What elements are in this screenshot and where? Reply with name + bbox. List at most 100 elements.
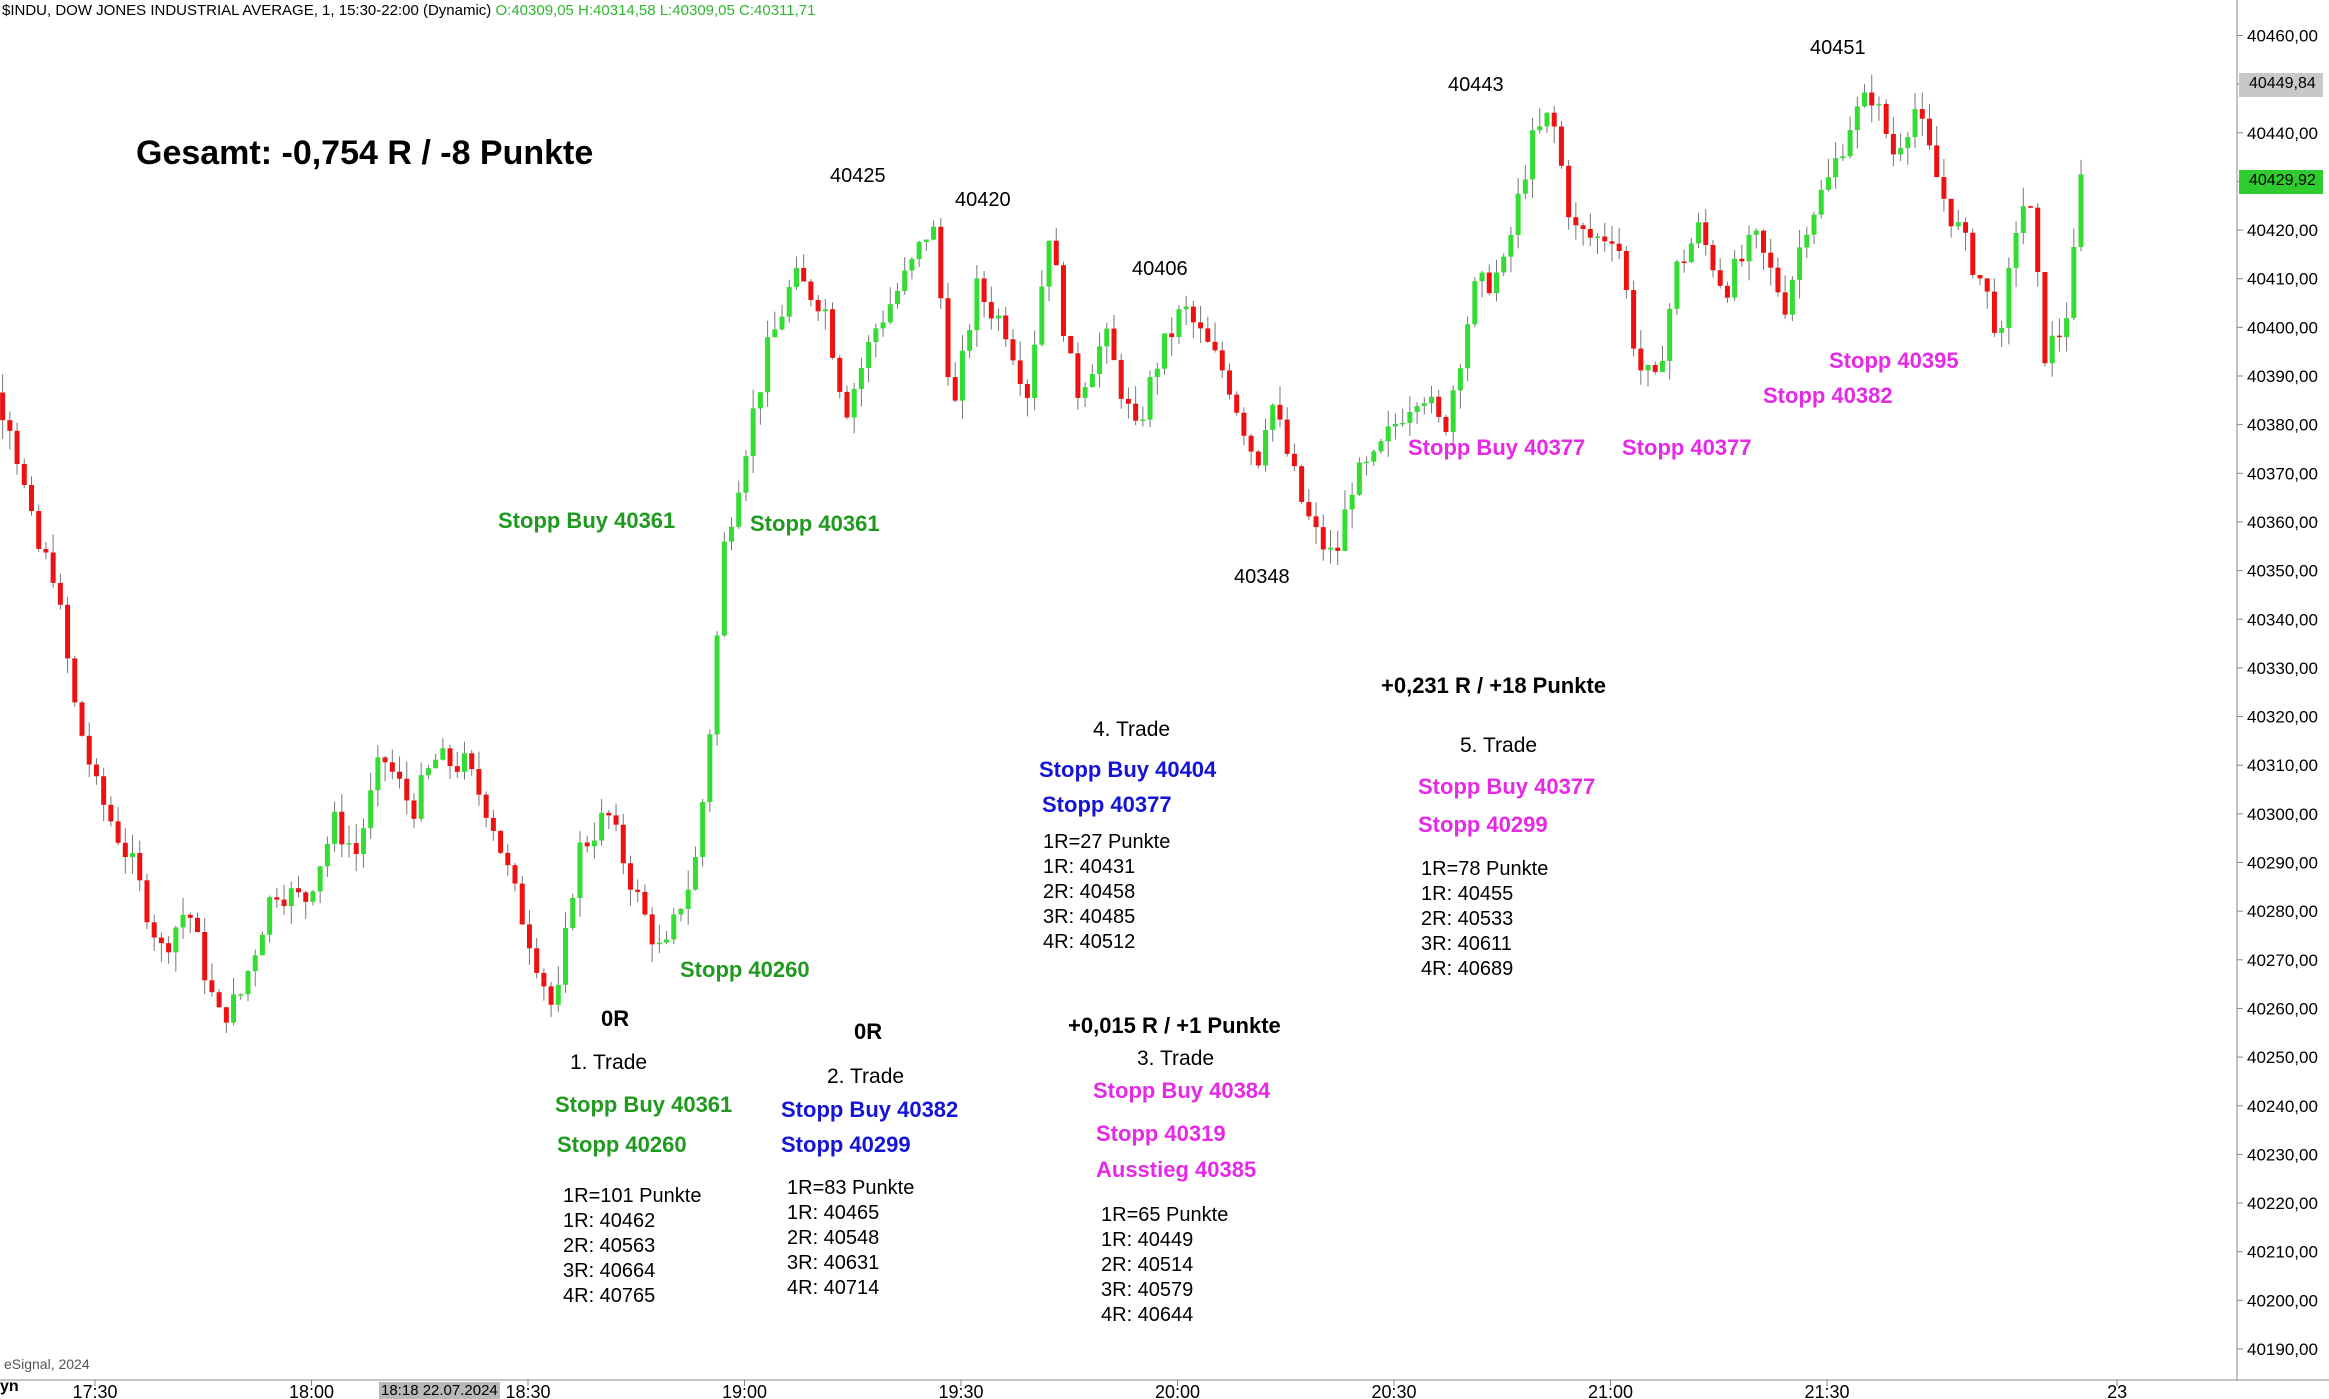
candle-up — [1450, 390, 1456, 432]
candle-down — [1934, 145, 1940, 178]
candle-down — [274, 897, 280, 900]
trade5-result: +0,231 R / +18 Punkte — [1381, 673, 1607, 698]
candle-down — [404, 778, 410, 801]
candle-up — [1522, 179, 1528, 194]
candle-up — [700, 801, 706, 858]
trade1-title: 1. Trade — [570, 1051, 648, 1074]
candle-down — [1133, 403, 1139, 421]
candle-down — [1638, 348, 1644, 371]
candle-down — [1284, 419, 1290, 454]
candle-down — [65, 604, 71, 659]
last-price-tag-grey: 40449,84 — [2239, 72, 2323, 97]
candle-down — [1291, 453, 1297, 467]
candle-down — [296, 888, 302, 893]
candle-up — [1104, 328, 1110, 347]
candle-down — [815, 300, 821, 312]
trade3-targets: 1R=65 Punkte 1R: 40449 2R: 40514 3R: 405… — [1101, 1203, 1228, 1328]
crosshair-date-label: 18:18 22.07.2024 — [379, 1382, 500, 1399]
candle-down — [548, 986, 554, 1005]
candle-up — [1544, 112, 1550, 127]
trade4-line: 1R: 40431 — [1043, 856, 1136, 878]
x-tick-label: 17:30 — [72, 1382, 117, 1399]
trade2-line: 2R: 40548 — [787, 1227, 880, 1249]
candle-up — [2078, 174, 2084, 247]
candle-up — [887, 304, 893, 323]
candle-up — [425, 768, 431, 776]
y-axis: 40190,00 40200,00 40210,00 40220,00 40230,00… — [2237, 26, 2318, 1359]
candle-up — [1898, 148, 1904, 155]
candle-up — [599, 812, 605, 841]
candle-up — [772, 329, 778, 338]
candle-up — [923, 239, 929, 243]
candle-down — [1558, 126, 1564, 166]
candle-up — [346, 843, 352, 845]
candle-down — [483, 794, 489, 818]
candle-down — [519, 883, 525, 925]
candle-down — [1075, 353, 1081, 398]
candle-up — [310, 891, 316, 902]
candle-up — [433, 759, 439, 769]
y-tick-label: 40260,00 — [2247, 999, 2318, 1018]
candle-up — [1263, 429, 1269, 466]
candle-down — [1169, 333, 1175, 338]
candle-up — [2020, 206, 2026, 233]
candle-down — [1623, 251, 1629, 291]
candle-down — [1926, 118, 1932, 146]
trade5-line: 2R: 40533 — [1421, 908, 1514, 930]
y-tick-label: 40280,00 — [2247, 902, 2318, 921]
candle-down — [101, 776, 107, 805]
trade4-stop: Stopp 40377 — [1042, 792, 1172, 817]
summary-total: Gesamt: -0,754 R / -8 Punkte — [136, 134, 594, 172]
trade3-line: 2R: 40514 — [1101, 1254, 1194, 1276]
candle-down — [21, 463, 27, 486]
candle-up — [577, 842, 583, 898]
trade2-line: 1R: 40465 — [787, 1202, 880, 1224]
candle-series — [0, 74, 2084, 1034]
y-tick-label: 40420,00 — [2247, 221, 2318, 240]
symbol-corner-label[interactable]: yn — [0, 1378, 19, 1395]
trade1-line: 1R: 40462 — [563, 1210, 656, 1232]
candle-up — [1429, 396, 1435, 404]
trade5-line: 1R: 40455 — [1421, 883, 1514, 905]
y-tick-label: 40400,00 — [2247, 318, 2318, 337]
candle-up — [2049, 335, 2055, 364]
candle-down — [649, 914, 655, 945]
candle-down — [1241, 412, 1247, 436]
chart-label: Stopp Buy 40377 — [1408, 435, 1586, 460]
candle-down — [1775, 267, 1781, 293]
candle-up — [1595, 236, 1601, 239]
trade3-title: 3. Trade — [1137, 1047, 1215, 1070]
candle-down — [158, 937, 164, 944]
candle-down — [202, 932, 208, 981]
candle-down — [534, 948, 540, 973]
y-tick-label: 40300,00 — [2247, 805, 2318, 824]
candle-down — [512, 865, 518, 884]
trade5-line: 3R: 40611 — [1421, 933, 1512, 955]
candle-up — [1905, 137, 1911, 149]
candle-up — [1089, 373, 1095, 388]
candle-up — [1493, 272, 1499, 294]
candle-down — [490, 817, 496, 831]
candle-up — [1645, 365, 1651, 371]
candle-down — [2028, 206, 2034, 208]
candle-down — [469, 753, 475, 770]
candle-down — [389, 762, 395, 772]
candle-up — [1176, 309, 1182, 338]
candle-down — [1255, 451, 1261, 466]
candle-down — [1053, 240, 1059, 266]
candle-up — [779, 316, 785, 330]
peak-label: 40425 — [830, 165, 886, 187]
candle-up — [750, 408, 756, 457]
candle-up — [1508, 234, 1514, 257]
candle-up — [1378, 441, 1384, 452]
y-tick-label: 40200,00 — [2247, 1291, 2318, 1310]
candle-down — [281, 899, 287, 907]
candle-down — [1580, 225, 1586, 230]
peak-label: 40406 — [1132, 258, 1188, 280]
trade2-line: 1R=83 Punkte — [787, 1177, 915, 1199]
trade4-line: 3R: 40485 — [1043, 906, 1136, 928]
candle-up — [765, 337, 771, 393]
candle-down — [108, 804, 114, 822]
candle-down — [1003, 315, 1009, 340]
